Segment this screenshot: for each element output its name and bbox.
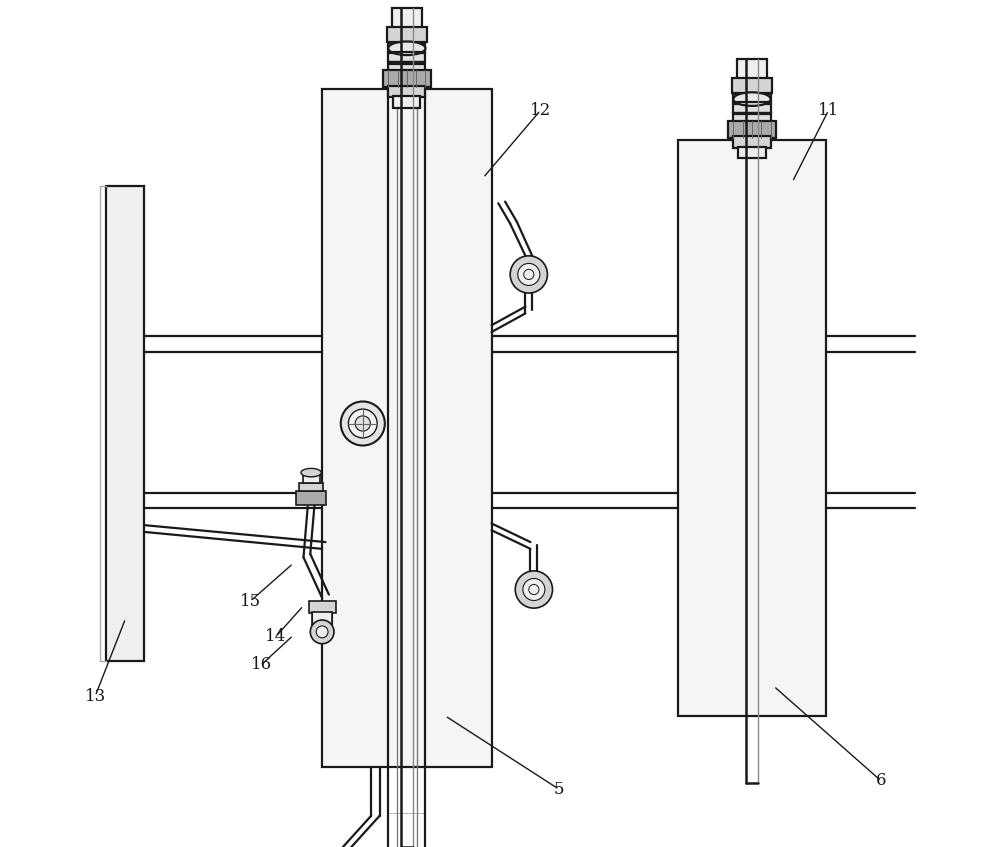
Bar (106, 186, 144, 661)
Bar (387, 27, 427, 42)
Text: 13: 13 (85, 688, 106, 705)
Bar (303, 474, 320, 483)
Bar (678, 140, 826, 716)
Bar (312, 612, 332, 625)
Bar (732, 78, 772, 93)
Bar (322, 89, 492, 767)
Circle shape (529, 584, 539, 595)
Bar (733, 94, 771, 102)
Ellipse shape (388, 42, 425, 55)
Text: 16: 16 (251, 656, 272, 673)
Circle shape (348, 409, 377, 438)
Bar (733, 136, 771, 148)
Bar (388, 43, 425, 52)
Bar (299, 483, 323, 491)
Bar (393, 96, 420, 108)
Text: 6: 6 (876, 772, 886, 789)
Ellipse shape (301, 468, 321, 477)
Bar (737, 59, 767, 80)
Circle shape (515, 571, 553, 608)
Circle shape (355, 416, 370, 431)
Text: 15: 15 (240, 593, 261, 610)
Bar (296, 491, 326, 505)
Text: 14: 14 (265, 628, 286, 645)
Bar (388, 53, 425, 62)
Circle shape (510, 256, 547, 293)
Bar (392, 8, 422, 30)
Text: 12: 12 (530, 102, 551, 119)
Bar (738, 147, 766, 158)
Circle shape (524, 269, 534, 280)
Bar (388, 86, 425, 97)
Circle shape (518, 263, 540, 285)
Bar (733, 114, 771, 123)
Ellipse shape (733, 92, 771, 106)
Circle shape (523, 579, 545, 601)
Bar (728, 121, 776, 138)
Bar (733, 104, 771, 113)
Bar (309, 601, 336, 613)
Bar (383, 70, 431, 87)
Circle shape (310, 620, 334, 644)
Text: 11: 11 (818, 102, 839, 119)
Circle shape (341, 401, 385, 446)
Bar (388, 64, 425, 72)
Text: 5: 5 (554, 781, 565, 798)
Circle shape (316, 626, 328, 638)
